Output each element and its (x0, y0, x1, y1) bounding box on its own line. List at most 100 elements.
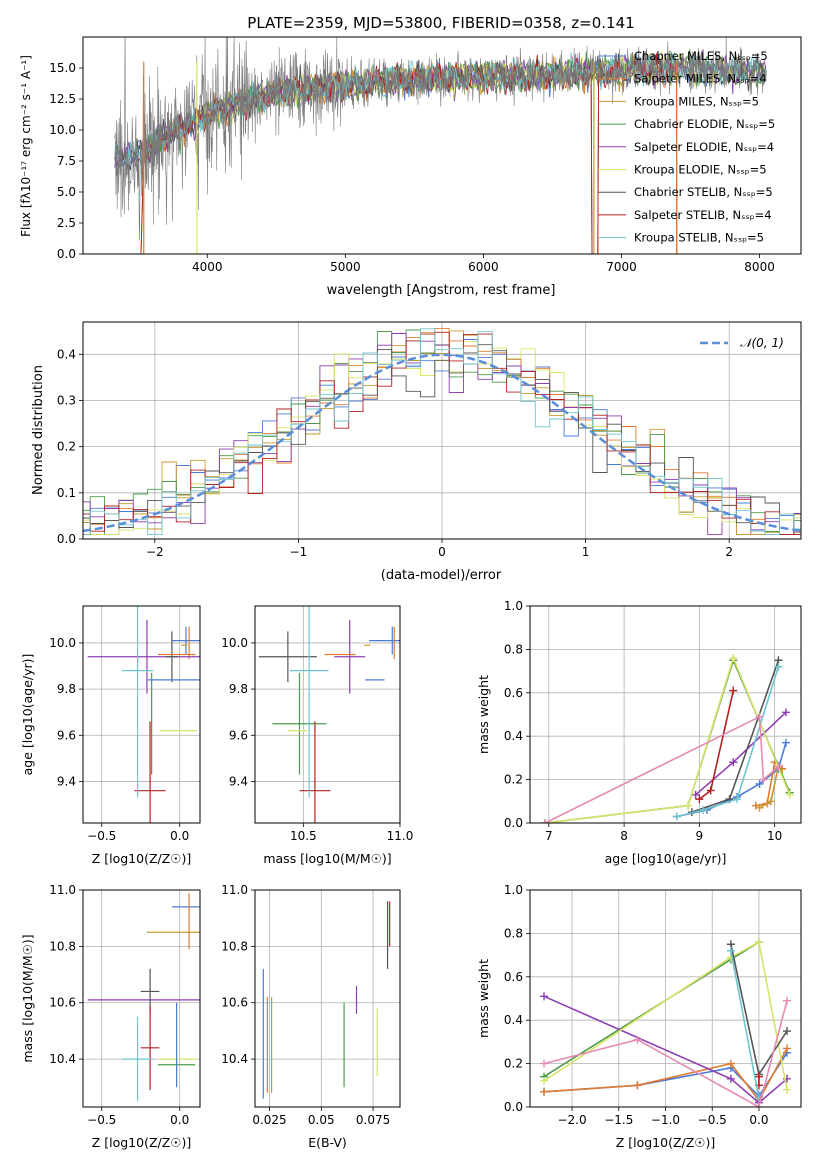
y-axis-label: Flux [fλ10⁻¹⁷ erg cm⁻² s⁻¹ A⁻¹] (19, 55, 33, 237)
y-tick-label: 0.4 (57, 347, 76, 361)
y-tick-label: 10.0 (49, 636, 76, 650)
y-tick-label: 7.5 (57, 154, 76, 168)
spectrum-panel: 4000 5000 6000 7000 8000 0.0 2.5 5.0 7.5 10.0 12.5… (19, 14, 802, 298)
errorbar-point (122, 606, 154, 798)
weight-marker (754, 938, 763, 947)
normal-curve (83, 353, 801, 533)
weight-marker (766, 797, 775, 806)
weight-line-9 (544, 715, 779, 823)
x-axis-label: Z [log10(Z/Z☉)] (92, 1135, 192, 1150)
x-tick-label: 0.075 (356, 1113, 390, 1127)
weight-marker (540, 1087, 549, 1096)
plot-area (83, 327, 801, 535)
y-tick-label: 10.0 (49, 123, 76, 137)
y-tick-label: 0.2 (504, 1057, 523, 1071)
y-tick-label: 10.4 (49, 1052, 76, 1066)
y-tick-label: 15.0 (49, 61, 76, 75)
legend-entry: Kroupa MILES, Nₛₛₚ=5 (634, 94, 759, 108)
weight-line-3 (545, 657, 791, 823)
y-tick-label: 0.6 (504, 970, 523, 984)
weight-age-panel: 7 8 9 10 0.0 0.2 0.4 0.6 0.8 1.0 age [log10(age/yr… (476, 599, 802, 866)
y-tick-label: 11.0 (221, 883, 248, 897)
y-axis-label: mass [log10(M/M☉)] (20, 934, 35, 1062)
weight-line-7 (730, 950, 760, 1099)
legend-entry: Chabrier MILES, Nₛₛₚ=5 (634, 49, 768, 63)
weight-marker (633, 1035, 642, 1044)
weight-marker (782, 1044, 791, 1053)
errorbar-point (334, 619, 366, 694)
weight-marker (781, 708, 790, 717)
weight-marker (782, 1085, 791, 1094)
x-tick-label: 0 (438, 545, 446, 559)
legend-entry: Salpeter STELIB, Nₛₛₚ=4 (634, 208, 772, 222)
y-tick-label: 12.5 (49, 92, 76, 106)
x-tick-label: 1 (582, 545, 590, 559)
y-tick-label: 10.6 (49, 996, 76, 1010)
weight-marker (633, 1081, 642, 1090)
weight-marker (695, 795, 704, 804)
legend-entry: Kroupa ELODIE, Nₛₛₚ=5 (634, 163, 767, 177)
errorbar-point (369, 626, 400, 655)
y-axis-label: mass weight (476, 675, 491, 754)
weight-marker (733, 795, 742, 804)
y-tick-label: 0.8 (504, 642, 523, 656)
y-axis-label: mass weight (476, 959, 491, 1038)
weight-line-5 (545, 655, 791, 823)
weight-marker (726, 1074, 735, 1083)
weight-marker (782, 1027, 791, 1036)
errorbar-point (122, 1016, 154, 1102)
y-tick-label: 0.0 (504, 816, 523, 830)
weight-marker (755, 712, 764, 721)
weight-marker (774, 762, 783, 771)
legend-entry: Salpeter ELODIE, Nₛₛₚ=4 (634, 140, 774, 154)
model-line-7 (140, 53, 678, 254)
chart-title: PLATE=2359, MJD=53800, FIBERID=0358, z=0… (247, 14, 634, 32)
x-axis-label: Z [log10(Z/Z☉)] (616, 1135, 716, 1150)
x-tick-label: 0.05 (308, 1113, 335, 1127)
x-axis-label: Z [log10(Z/Z☉)] (92, 851, 192, 866)
legend-entry: 𝒩(0, 1) (740, 336, 784, 350)
x-tick-label: −0.5 (698, 1113, 727, 1127)
y-tick-label: 0.6 (504, 686, 523, 700)
x-axis-label: E(B-V) (308, 1135, 347, 1150)
y-tick-label: 11.0 (49, 883, 76, 897)
x-tick-label: 0.0 (749, 1113, 768, 1127)
weight-marker (729, 654, 738, 663)
weight-marker (541, 819, 550, 823)
weight-line-4 (543, 940, 788, 1090)
weight-marker (540, 1076, 549, 1085)
errorbar-point (289, 606, 329, 798)
x-tick-label: 9 (696, 829, 704, 843)
x-tick-label: 0.0 (170, 1113, 189, 1127)
weight-marker (699, 805, 708, 814)
errorbar-point (134, 721, 166, 823)
weight-marker (759, 775, 768, 784)
x-tick-label: −1.5 (604, 1113, 633, 1127)
x-tick-label: −0.5 (87, 1113, 116, 1127)
weight-line-8 (543, 1000, 788, 1107)
x-axis-label: (data-model)/error (381, 568, 502, 583)
plot-area (87, 606, 200, 823)
y-tick-label: 0.1 (57, 486, 76, 500)
errorbar-point (171, 626, 200, 655)
errorbar-point (272, 672, 327, 775)
y-tick-label: 0.0 (57, 247, 76, 261)
y-tick-label: 0.0 (57, 532, 76, 546)
y-tick-label: 9.6 (229, 728, 248, 742)
y-tick-label: 10.6 (221, 996, 248, 1010)
x-tick-label: −0.5 (87, 829, 116, 843)
x-tick-label: −2 (146, 545, 164, 559)
y-tick-label: 0.8 (504, 926, 523, 940)
legend: Chabrier MILES, Nₛₛₚ=5 Salpeter MILES, Nₛ… (598, 49, 775, 245)
errorbar-point (140, 1005, 160, 1091)
y-tick-label: 9.8 (57, 682, 76, 696)
x-tick-label: −2.0 (557, 1113, 586, 1127)
y-axis-label: Normed distribution (31, 365, 46, 495)
y-tick-label: 9.4 (57, 774, 76, 788)
x-tick-label: 5000 (330, 260, 361, 274)
y-tick-label: 1.0 (504, 883, 523, 897)
x-tick-label: 0.025 (252, 1113, 286, 1127)
axes-frame (82, 889, 201, 1108)
legend-entry: Chabrier ELODIE, Nₛₛₚ=5 (634, 117, 775, 131)
